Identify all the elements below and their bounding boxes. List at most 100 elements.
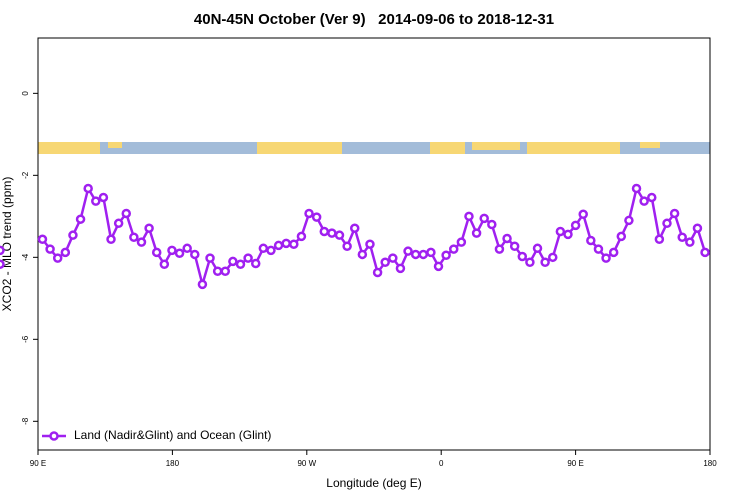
data-point [570, 220, 581, 231]
data-point [395, 263, 406, 274]
data-point [136, 237, 147, 247]
data-point [60, 247, 71, 258]
data-point [608, 247, 619, 258]
data-point [121, 208, 132, 219]
data-point [532, 243, 543, 254]
y-tick-label: 0 [21, 91, 30, 96]
data-point [700, 247, 710, 258]
data-point [52, 253, 63, 263]
data-point [235, 259, 246, 270]
data-point [0, 259, 5, 270]
data-point [380, 257, 390, 267]
x-tick-label: 90 W [297, 459, 316, 468]
data-point [677, 232, 687, 242]
data-point [144, 223, 154, 233]
data-point [98, 192, 109, 203]
data-point [692, 223, 703, 233]
x-tick-label: 180 [703, 459, 717, 468]
data-point [106, 234, 116, 245]
data-point [372, 267, 383, 278]
data-point [586, 235, 596, 246]
data-point [319, 226, 330, 237]
data-point [75, 214, 86, 224]
data-point [113, 218, 124, 229]
data-point [517, 251, 528, 262]
data-point [563, 229, 573, 240]
data-line [41, 185, 707, 290]
data-point [220, 266, 231, 277]
data-point [45, 244, 55, 254]
x-tick-label: 180 [166, 459, 180, 468]
data-point [448, 244, 459, 254]
data-point [159, 259, 170, 270]
data-point [37, 234, 48, 245]
data-point [83, 183, 93, 194]
y-tick-label: -8 [21, 417, 30, 425]
data-point [441, 250, 451, 261]
data-point [509, 241, 520, 252]
data-point [654, 234, 665, 245]
data-point [311, 212, 322, 222]
data-point [647, 192, 657, 203]
data-point [273, 240, 284, 251]
data-point [631, 183, 642, 194]
data-point [403, 246, 413, 256]
data-point [342, 241, 352, 252]
legend-marker [49, 431, 59, 441]
data-point [624, 215, 634, 226]
chart-title: 40N-45N October (Ver 9) 2014-09-06 to 20… [194, 11, 554, 28]
data-point [304, 208, 314, 219]
data-point [129, 232, 139, 242]
y-tick-label: -4 [21, 253, 30, 261]
y-tick-label: -6 [21, 335, 30, 343]
y-tick-label: -2 [21, 171, 30, 179]
data-point [91, 196, 101, 206]
data-point [578, 209, 588, 220]
legend-label: Land (Nadir&Glint) and Ocean (Glint) [74, 428, 271, 442]
data-point [426, 247, 436, 258]
data-point [174, 248, 185, 258]
data-point [205, 253, 215, 263]
data-point [357, 249, 368, 260]
y-axis-label: XCO2 - MLO trend (ppm) [0, 177, 14, 312]
data-point [0, 245, 5, 256]
data-point [68, 230, 78, 240]
data-point [182, 243, 192, 254]
x-tick-label: 90 E [567, 459, 583, 468]
plot-frame [37, 37, 711, 451]
data-point [167, 245, 177, 256]
data-point [212, 266, 223, 277]
data-point [296, 231, 307, 242]
data-point [266, 245, 276, 256]
data-point [540, 257, 550, 267]
data-point [494, 244, 505, 254]
data-point [525, 257, 535, 267]
data-point [502, 233, 512, 244]
x-tick-label: 0 [439, 459, 444, 468]
data-point [548, 252, 558, 263]
data-point [555, 226, 566, 237]
data-point [433, 261, 444, 272]
data-point [410, 249, 421, 260]
data-point [479, 213, 489, 224]
data-point [464, 211, 474, 222]
data-point [639, 196, 649, 206]
data-point [197, 279, 208, 290]
data-point [471, 228, 482, 238]
data-point [151, 247, 162, 258]
data-point [662, 218, 672, 229]
data-point [593, 244, 604, 254]
data-point [456, 237, 467, 247]
x-axis-label: Longitude (deg E) [326, 476, 421, 490]
data-point [487, 219, 497, 230]
data-point [289, 239, 299, 249]
data-point [685, 237, 695, 247]
data-point [334, 230, 345, 240]
data-point [601, 253, 611, 263]
data-point [281, 238, 291, 249]
data-point [365, 239, 375, 249]
data-point [349, 223, 360, 233]
data-point [418, 249, 429, 260]
data-point [388, 253, 398, 263]
